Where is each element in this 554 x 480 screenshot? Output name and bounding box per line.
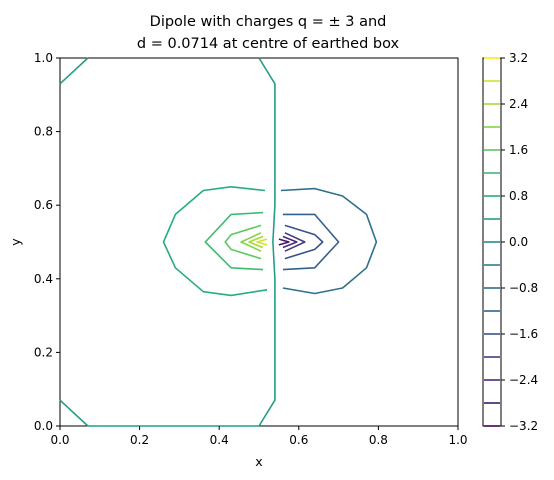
x-tick-label: 0.0 (50, 433, 69, 447)
y-tick-label: 0.2 (34, 345, 53, 359)
chart-title-line-1: Dipole with charges q = ± 3 and (150, 14, 387, 30)
colorbar-tick-label: 2.4 (509, 97, 528, 111)
contour-line (59, 57, 89, 85)
y-tick-label: 0.4 (34, 272, 53, 286)
chart-title-line-2: d = 0.0714 at centre of earthed box (137, 36, 400, 52)
y-tick-label: 1.0 (34, 51, 53, 65)
contour-line (224, 224, 262, 260)
y-tick-label: 0.0 (34, 419, 53, 433)
plot-area (59, 57, 459, 427)
x-axis-label: x (255, 454, 262, 469)
x-tick-label: 0.8 (369, 433, 388, 447)
contour-line (284, 224, 324, 260)
contour-line (256, 238, 268, 246)
colorbar-tick-label: 0.0 (509, 235, 528, 249)
contour-line (278, 238, 290, 246)
x-axis-ticks: 0.0 0.2 0.4 0.6 0.8 1.0 (50, 426, 468, 447)
y-tick-label: 0.6 (34, 198, 53, 212)
y-axis-label: y (8, 238, 23, 246)
colorbar-tick-label: −0.8 (509, 281, 538, 295)
contour-lines (59, 57, 378, 427)
contour-line (282, 213, 340, 271)
contour-line (248, 235, 264, 249)
contour-line (258, 57, 276, 427)
y-tick-label: 0.8 (34, 125, 53, 139)
colorbar-level-lines (484, 57, 500, 427)
contour-line (240, 232, 262, 252)
colorbar-tick-label: −3.2 (509, 419, 538, 433)
x-tick-label: 0.2 (130, 433, 149, 447)
colorbar-tick-label: 1.6 (509, 143, 528, 157)
contour-line (162, 186, 268, 297)
contour-line (280, 187, 378, 295)
colorbar-tick-label: −1.6 (509, 327, 538, 341)
contour-line (282, 235, 298, 249)
y-axis-ticks: 0.0 0.2 0.4 0.6 0.8 1.0 (34, 51, 60, 433)
colorbar-tick-label: 3.2 (509, 51, 528, 65)
x-tick-label: 0.6 (289, 433, 308, 447)
contour-line (59, 399, 89, 427)
colorbar: 3.2 2.4 1.6 0.8 0.0 −0.8 −1.6 −2.4 −3.2 (482, 51, 538, 433)
x-tick-label: 0.4 (210, 433, 229, 447)
colorbar-ticks: 3.2 2.4 1.6 0.8 0.0 −0.8 −1.6 −2.4 −3.2 (501, 51, 538, 433)
x-tick-label: 1.0 (448, 433, 467, 447)
contour-line (284, 232, 306, 252)
colorbar-tick-label: 0.8 (509, 189, 528, 203)
colorbar-tick-label: −2.4 (509, 373, 538, 387)
contour-line (204, 211, 264, 271)
